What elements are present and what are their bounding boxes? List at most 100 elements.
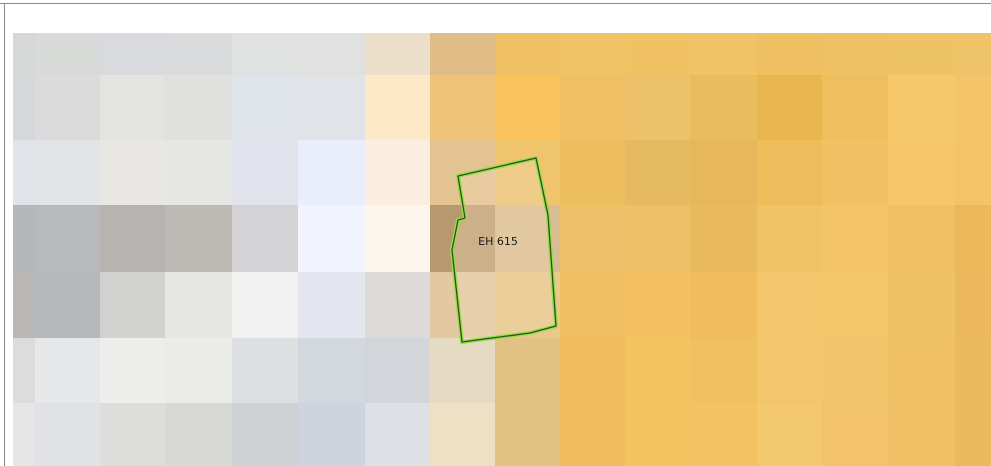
map-tile	[560, 140, 625, 205]
map-tile	[625, 338, 690, 403]
map-tile	[495, 338, 560, 403]
map-tile	[232, 33, 298, 75]
map-tile	[298, 403, 365, 466]
map-tile	[365, 338, 430, 403]
map-tile	[757, 338, 822, 403]
map-tile	[232, 272, 298, 338]
map-tile	[232, 205, 298, 272]
map-tile	[232, 75, 298, 140]
map-tile	[100, 338, 165, 403]
map-tile	[13, 205, 35, 272]
map-tile	[495, 403, 560, 466]
map-tile	[888, 75, 955, 140]
map-tile	[100, 75, 165, 140]
map-tile	[13, 403, 35, 466]
map-tile	[430, 75, 495, 140]
map-tile	[100, 272, 165, 338]
map-tile	[35, 205, 100, 272]
map-tile	[298, 140, 365, 205]
map-tile	[690, 338, 757, 403]
map-tile	[35, 338, 100, 403]
map-tile	[560, 33, 625, 75]
map-tile	[100, 140, 165, 205]
page: EH 615 (() => { const data = JSON.parse(…	[0, 0, 991, 466]
map-tile	[560, 205, 625, 272]
map-tile	[165, 403, 232, 466]
map-tile	[690, 140, 757, 205]
map-tile	[625, 272, 690, 338]
map-tile	[365, 272, 430, 338]
map-tile	[430, 33, 495, 75]
map-tile	[232, 338, 298, 403]
map-tile	[955, 140, 991, 205]
map-tile	[35, 140, 100, 205]
map-tile	[13, 140, 35, 205]
map-tile	[625, 33, 690, 75]
map-tile	[165, 272, 232, 338]
map-tile	[955, 205, 991, 272]
map-tile	[100, 403, 165, 466]
map-tile	[822, 403, 888, 466]
map-tile	[560, 272, 625, 338]
map-tile	[298, 272, 365, 338]
map-tile	[690, 205, 757, 272]
map-tile	[165, 338, 232, 403]
map-tile	[955, 75, 991, 140]
map-tile	[365, 75, 430, 140]
map-tile	[757, 205, 822, 272]
map-tile	[625, 140, 690, 205]
map-tile	[690, 75, 757, 140]
map-tile	[232, 403, 298, 466]
parcel-outline[interactable]	[452, 158, 556, 342]
map-tile	[165, 33, 232, 75]
map-tile	[100, 205, 165, 272]
map-view: EH 615	[0, 0, 991, 466]
map-tile	[822, 140, 888, 205]
map-tile	[822, 205, 888, 272]
map-tile	[13, 338, 35, 403]
map-tile	[495, 33, 560, 75]
map-tile	[888, 338, 955, 403]
map-tile	[365, 403, 430, 466]
map-tile	[757, 403, 822, 466]
map-tile	[365, 205, 430, 272]
map-tile	[13, 272, 35, 338]
map-tile	[560, 338, 625, 403]
map-tile	[955, 338, 991, 403]
map-tile	[757, 272, 822, 338]
map-tile	[757, 33, 822, 75]
map-tile	[888, 205, 955, 272]
map-tile	[100, 33, 165, 75]
map-tile	[822, 33, 888, 75]
map-tile	[625, 403, 690, 466]
map-tile	[430, 403, 495, 466]
map-tile	[232, 140, 298, 205]
map-tile	[13, 33, 35, 75]
map-tile	[560, 403, 625, 466]
map-tile	[955, 33, 991, 75]
map-tile	[625, 75, 690, 140]
map-tile	[165, 140, 232, 205]
map-tile	[822, 75, 888, 140]
map-tile	[822, 272, 888, 338]
map-tile	[35, 75, 100, 140]
map-tile	[298, 338, 365, 403]
map-tile	[495, 75, 560, 140]
map-tile	[888, 403, 955, 466]
map-tile	[690, 272, 757, 338]
map-tile	[35, 272, 100, 338]
map-tile	[35, 33, 100, 75]
map-tile	[298, 205, 365, 272]
map-tile	[165, 75, 232, 140]
map-tile	[430, 338, 495, 403]
map-tile	[955, 403, 991, 466]
parcel-label: EH 615	[478, 235, 518, 248]
map-tile	[690, 403, 757, 466]
map-tile	[888, 33, 955, 75]
map-tile	[757, 140, 822, 205]
map-tile	[625, 205, 690, 272]
map-tile	[690, 33, 757, 75]
map-tile	[365, 33, 430, 75]
map-tile	[365, 140, 430, 205]
map-tile	[888, 272, 955, 338]
